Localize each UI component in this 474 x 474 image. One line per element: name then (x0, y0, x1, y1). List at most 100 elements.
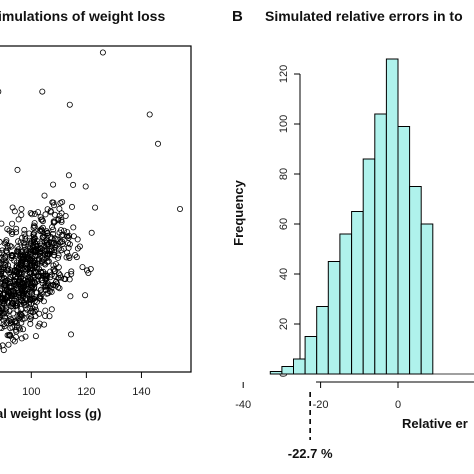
scatter-point-sim (18, 306, 25, 313)
scatter-point-sim (62, 212, 69, 219)
scatter-point-sim (15, 261, 22, 268)
scatter-point-sim (66, 276, 73, 283)
scatter-point-sim (10, 310, 17, 317)
panel-b-y-axis-label: Frequency (231, 179, 246, 246)
scatter-point-sim (4, 226, 11, 233)
panel-a: imulations of weight loss 100 120 140 al w… (0, 8, 192, 421)
scatter-point-sim (42, 211, 49, 218)
scatter-point-sim (3, 305, 10, 312)
y-tick-label: 100 (278, 115, 290, 133)
scatter-point-sim (5, 341, 12, 348)
scatter-point-sim (21, 282, 28, 289)
scatter-point-sim (34, 245, 41, 252)
panel-a-title: imulations of weight loss (0, 8, 165, 24)
histogram-bar (374, 113, 387, 375)
scatter-point-sim (92, 204, 99, 211)
scatter-point-sim (33, 298, 40, 305)
scatter-point-sim (47, 207, 54, 214)
scatter-point-sim (0, 309, 2, 315)
scatter-point-sim (8, 282, 15, 289)
scatter-point-sim (52, 279, 59, 286)
histogram-bar (327, 261, 341, 375)
panel-b-letter: B (232, 8, 243, 25)
scatter-point-sim (27, 312, 34, 319)
scatter-point-sim (1, 323, 8, 330)
scatter-point-sim (35, 257, 42, 264)
scatter-point-sim (0, 325, 5, 331)
scatter-point-sim (45, 240, 52, 247)
scatter-point-sim (2, 282, 9, 289)
scatter-point-sim (38, 242, 45, 249)
scatter-point-sim (18, 335, 25, 342)
scatter-point-sim (9, 296, 16, 303)
scatter-point-sim (45, 290, 52, 297)
scatter-point-sim (58, 274, 65, 281)
scatter-point-sim (44, 230, 51, 237)
scatter-point-sim (42, 251, 49, 258)
scatter-point-sim (23, 297, 30, 304)
scatter-point-sim (40, 233, 47, 240)
scatter-point-sim (17, 239, 24, 246)
scatter-point-sim (18, 259, 25, 266)
scatter-point-sim (10, 268, 17, 275)
histogram-bar (339, 233, 352, 375)
scatter-point-sim (70, 224, 77, 231)
scatter-point-sim (0, 347, 7, 354)
scatter-point-sim (39, 280, 46, 287)
scatter-point-sim (22, 333, 29, 340)
histogram-bar (351, 211, 364, 375)
scatter-point-sim (38, 226, 45, 233)
scatter-point-sim (42, 312, 49, 319)
scatter-point-sim (0, 343, 2, 350)
scatter-point-sim (48, 239, 55, 246)
scatter-point-sim (0, 309, 3, 316)
scatter-point-sim (16, 324, 23, 331)
scatter-point-sim (16, 292, 23, 299)
scatter-point (14, 166, 21, 173)
x-tick-label: -20 (313, 399, 329, 411)
scatter-point-sim (12, 302, 19, 309)
scatter-point-sim (41, 192, 48, 199)
scatter-point-sim (50, 230, 57, 237)
scatter-point-sim (53, 236, 60, 243)
scatter-point-sim (0, 249, 3, 256)
scatter-point-sim (39, 218, 46, 225)
scatter-point-sim (22, 236, 29, 243)
scatter-point-sim (4, 267, 11, 274)
panel-b-bars (269, 58, 474, 375)
scatter-point-sim (46, 313, 53, 320)
scatter-point-sim (0, 254, 5, 261)
scatter-point-sim (59, 198, 66, 205)
scatter-point-sim (54, 280, 61, 287)
scatter-point-sim (64, 229, 71, 236)
scatter-point-sim (14, 302, 21, 309)
scatter-point-sim (15, 246, 22, 253)
y-tick-label: 120 (278, 65, 290, 83)
x-tick-label: 100 (22, 386, 40, 398)
scatter-point-sim (50, 181, 57, 188)
histogram-bar (362, 158, 376, 375)
scatter-point-sim (36, 294, 43, 301)
histogram-bar (304, 336, 318, 375)
panel-a-points (0, 49, 183, 354)
scatter-point-sim (20, 326, 27, 333)
scatter-point-sim (13, 225, 20, 232)
scatter-point-sim (38, 270, 45, 277)
scatter-point-sim (55, 264, 62, 271)
scatter-point-sim (41, 321, 48, 328)
scatter-point-sim (1, 240, 8, 247)
x-tick-label: -40 (235, 399, 251, 411)
scatter-point-sim (25, 277, 32, 284)
scatter-point-sim (14, 284, 21, 291)
scatter-point-sim (40, 298, 47, 305)
scatter-point-sim (46, 288, 53, 295)
scatter-point-sim (3, 310, 10, 317)
scatter-point-sim (17, 271, 24, 278)
y-tick-label: 80 (278, 168, 290, 180)
scatter-point-sim (8, 243, 15, 250)
scatter-point-sim (0, 285, 6, 292)
scatter-point-sim (65, 172, 72, 179)
scatter-point-sim (42, 286, 49, 293)
scatter-point-sim (21, 243, 28, 250)
scatter-point-sim (55, 252, 62, 259)
